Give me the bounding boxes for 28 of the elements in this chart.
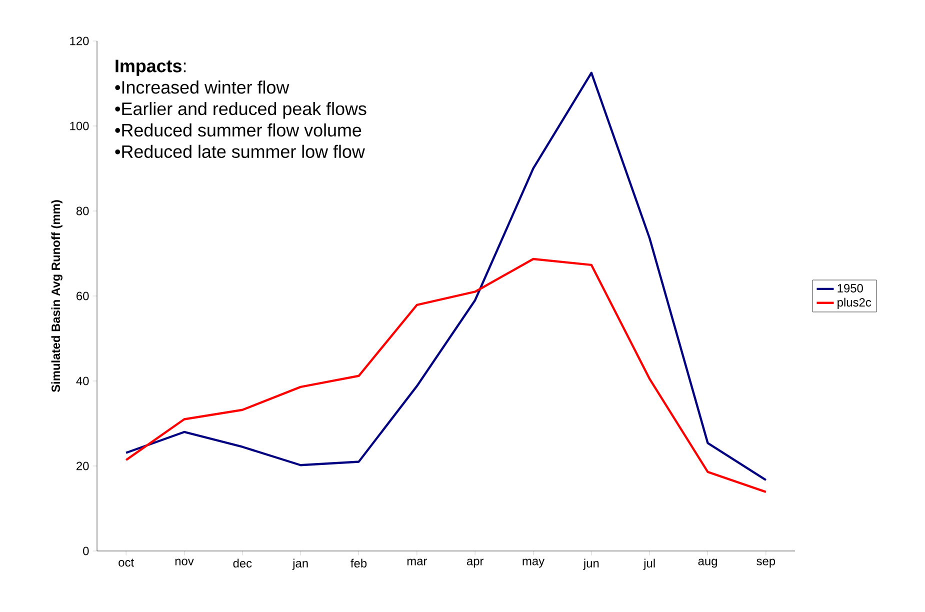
annotation: •Reduced summer flow volume [115, 123, 362, 137]
x-tick-label: jul [643, 558, 655, 570]
y-tick-label: 0 [83, 546, 89, 556]
x-tick-label: oct [118, 558, 134, 567]
x-tick-label: apr [466, 558, 484, 568]
annotation: Impacts: [116, 60, 186, 76]
y-tick-label: 80 [76, 206, 89, 216]
legend-label: 1950 [838, 284, 863, 292]
x-tick-label: sep [756, 558, 776, 568]
x-tick-label: jun [583, 558, 599, 570]
y-axis-title: Simulated Basin Avg Runoff (mm) [51, 200, 62, 392]
x-tick-label: feb [350, 558, 367, 568]
line-series [124, 258, 768, 494]
x-tick-label: mar [407, 558, 428, 566]
x-tick-label: jan [292, 558, 308, 570]
annotation: •Earlier and reduced peak flows [115, 102, 366, 119]
x-tick-label: dec [233, 558, 252, 568]
y-tick-label: 100 [70, 122, 89, 130]
y-tick-label: 60 [76, 292, 89, 300]
x-tick-label: may [522, 558, 545, 568]
y-tick-label: 20 [76, 462, 89, 470]
x-tick-label: nov [175, 558, 194, 566]
x-tick-label: aug [698, 558, 717, 568]
annotation: •Increased winter flow [115, 80, 290, 94]
y-tick-label: 120 [70, 36, 89, 46]
y-tick-label: 40 [76, 376, 89, 386]
legend-label: plus2c [838, 298, 872, 309]
annotation: •Reduced late summer low flow [115, 144, 365, 158]
